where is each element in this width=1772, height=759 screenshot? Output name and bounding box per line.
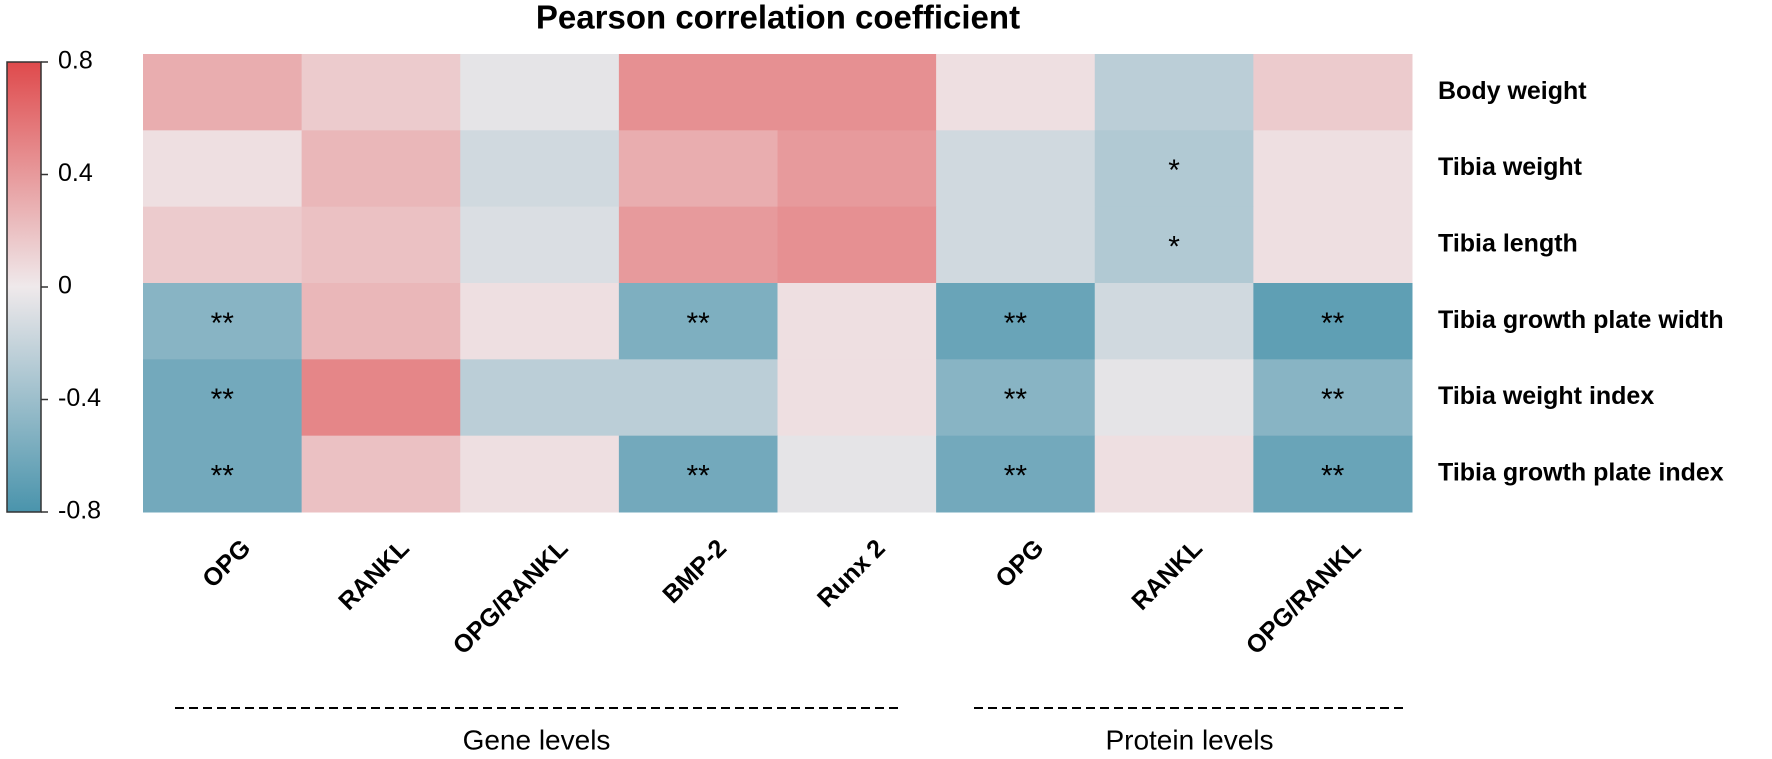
heatmap-cell [1094,283,1254,360]
colorbar-tick-label: 0 [58,272,72,300]
heatmap-cell [460,206,620,284]
heatmap-cell [777,359,937,437]
significance-mark: ** [1321,460,1345,493]
significance-mark: ** [687,460,711,493]
heatmap-cell [618,359,778,437]
heatmap-cell [460,435,620,513]
heatmap-cell [1094,54,1254,131]
colorbar-tick-label: 0.4 [58,159,93,187]
heatmap-cell [460,54,620,131]
heatmap-cell [618,130,778,208]
column-label: Runx 2 [812,534,891,613]
group-label: Protein levels [1105,724,1273,755]
heatmap-cell [143,206,303,284]
significance-mark: ** [1321,307,1345,340]
heatmap-cell [1094,206,1254,284]
heatmap-cell [301,54,461,131]
significance-mark: * [1168,154,1180,187]
heatmap-cell [618,283,778,360]
significance-mark: * [1168,231,1180,264]
column-label: RANKL [333,534,415,616]
heatmap-cell [1094,435,1254,513]
colorbar-tick-label: -0.4 [58,384,101,412]
colorbar-tick-label: 0.8 [58,47,93,75]
heatmap-cell [777,206,937,284]
heatmap-cell [143,435,303,513]
heatmap-cell [143,359,303,437]
row-label: Tibia weight index [1438,382,1654,410]
chart-title: Pearson correlation coefficient [536,0,1020,36]
heatmap-cell [936,206,1096,284]
group-label: Gene levels [463,724,611,755]
heatmap-cell [1094,130,1254,208]
row-label: Tibia growth plate index [1438,458,1724,486]
significance-mark: ** [1321,383,1345,416]
heatmap-cell [936,54,1096,131]
row-label: Tibia length [1438,229,1578,257]
heatmap-cell [1253,54,1413,131]
heatmap-cell [936,435,1096,513]
heatmap-cell [618,435,778,513]
significance-mark: ** [1004,307,1028,340]
column-label: OPG/RANKL [1241,534,1367,660]
column-label: OPG [197,534,256,593]
heatmap-cell [460,359,620,437]
colorbar [6,61,42,513]
heatmap-cell [936,359,1096,437]
heatmap-cell [1253,359,1413,437]
heatmap-cell [1253,130,1413,208]
heatmap-cell [460,130,620,208]
heatmap-cell [143,283,303,360]
heatmap-cell [143,130,303,208]
heatmap-cell [1253,283,1413,360]
heatmap-cell [301,435,461,513]
colorbar-tick-label: -0.8 [58,497,101,525]
significance-mark: ** [1004,383,1028,416]
heatmap-cell [1253,206,1413,284]
significance-mark: ** [211,383,235,416]
significance-mark: ** [1004,460,1028,493]
heatmap-cell [936,130,1096,208]
heatmap-cell [618,206,778,284]
heatmap-cell [1253,435,1413,513]
row-label: Tibia weight [1438,153,1583,181]
heatmap-cell [777,130,937,208]
significance-mark: ** [211,460,235,493]
row-label: Tibia growth plate width [1438,306,1724,334]
column-label: OPG [990,534,1049,593]
column-label: RANKL [1126,534,1208,616]
column-label: OPG/RANKL [448,534,574,660]
heatmap-cell [301,359,461,437]
heatmap-cell [301,206,461,284]
heatmap-cell [936,283,1096,360]
heatmap-cell [777,54,937,131]
significance-mark: ** [211,307,235,340]
heatmap-cell [777,435,937,513]
heatmap-cell [618,54,778,131]
heatmap-cell [301,130,461,208]
heatmap-cell [460,283,620,360]
heatmap-cell [777,283,937,360]
heatmap-cell [1094,359,1254,437]
column-label: BMP-2 [657,534,732,609]
heatmap-cell [143,54,303,131]
heatmap-cell [301,283,461,360]
row-label: Body weight [1438,77,1587,105]
significance-mark: ** [687,307,711,340]
